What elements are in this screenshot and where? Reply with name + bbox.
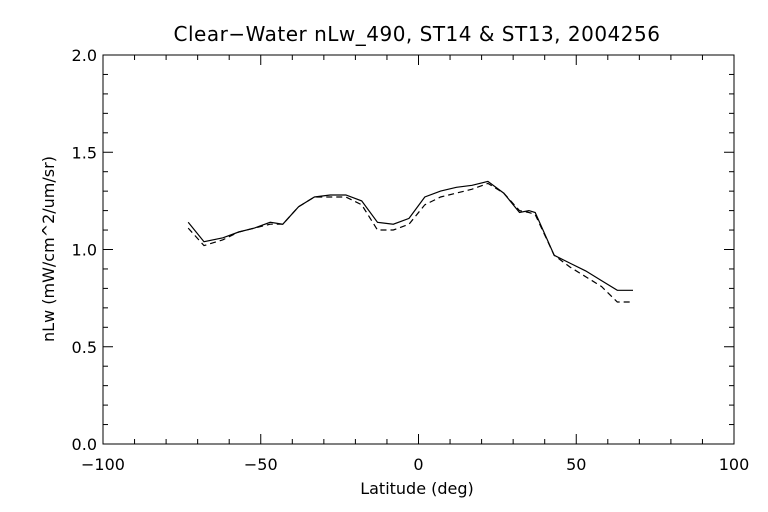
y-axis-label: nLw (mW/cm^2/um/sr) bbox=[39, 156, 58, 342]
y-tick-label: 0.5 bbox=[72, 338, 97, 357]
x-tick-label: 0 bbox=[413, 455, 423, 474]
x-tick-label: 50 bbox=[566, 455, 586, 474]
x-tick-label: −50 bbox=[244, 455, 278, 474]
series-layer bbox=[187, 180, 633, 303]
x-tick-label: 100 bbox=[719, 455, 750, 474]
x-axis-ticks: −100 −50 0 50 100 bbox=[81, 55, 749, 474]
x-axis-label: Latitude (deg) bbox=[360, 479, 474, 498]
y-tick-label: 1.5 bbox=[72, 143, 97, 162]
y-tick-label: 0.0 bbox=[72, 435, 97, 454]
series-line-dashed bbox=[187, 182, 633, 303]
y-tick-label: 1.0 bbox=[72, 241, 97, 260]
chart-title: Clear−Water nLw_490, ST14 & ST13, 200425… bbox=[174, 22, 661, 46]
y-tick-label: 2.0 bbox=[72, 46, 97, 65]
plot-frame bbox=[102, 54, 735, 445]
x-tick-label: −100 bbox=[81, 455, 125, 474]
series-line-solid bbox=[187, 180, 633, 291]
y-axis-ticks: 0.0 0.5 1.0 1.5 2.0 bbox=[72, 46, 734, 454]
